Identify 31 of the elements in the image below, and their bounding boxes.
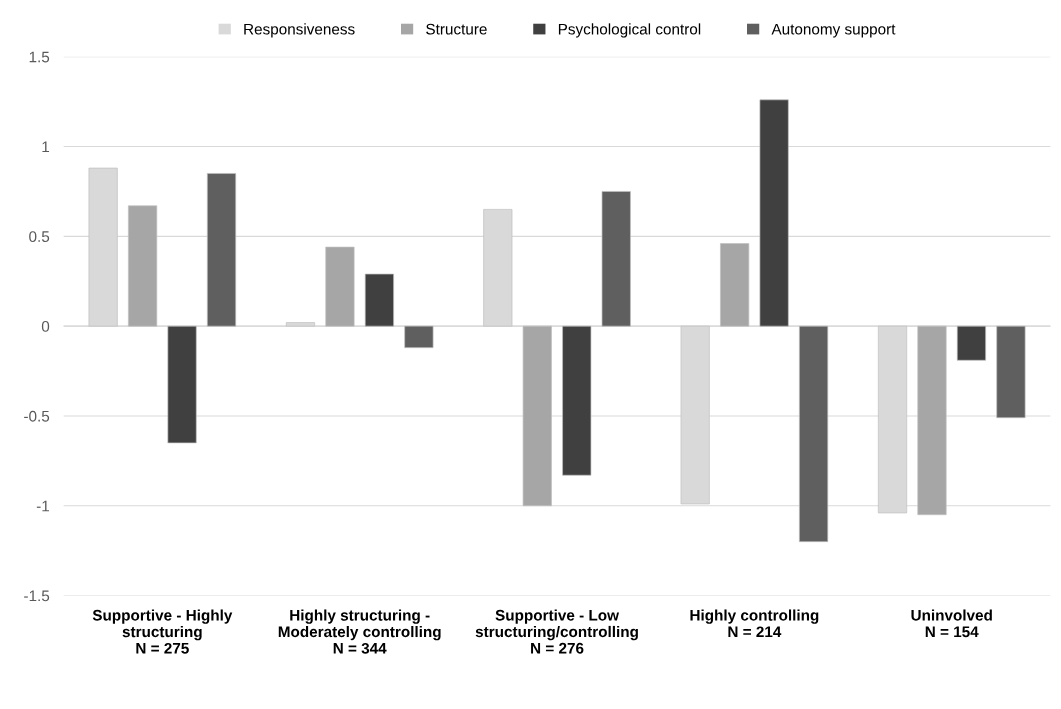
y-tick-label: -1.5 [24,590,50,602]
legend-label: Responsiveness [244,23,355,38]
bar [720,243,750,327]
y-tick-label: 1 [42,141,50,153]
x-tick-label: Supportive - Low structuring/controlling N = 276 [475,609,638,654]
y-tick-label: 1.5 [29,51,50,63]
y-tick-label: -1 [36,500,50,512]
x-tick-label: Supportive - Highly structuring N = 275 [92,609,233,654]
legend-label: Psychological control [558,23,701,38]
x-tick-label: Highly structuring - Moderately controlling N = 344 [278,609,441,654]
bar [996,325,1026,419]
bar [562,325,592,476]
x-tick-label: Highly controlling N = 214 [690,609,819,638]
legend-label: Autonomy support [771,23,896,38]
y-tick-label: -0.5 [24,410,50,422]
x-tick-label: Uninvolved N = 154 [911,609,992,638]
bar [956,325,987,361]
bar [364,273,394,327]
legend-label: Structure [426,23,487,35]
y-tick-label: 0 [41,321,50,332]
bar [799,325,829,543]
bar [167,325,197,444]
bar [128,205,158,327]
bar [522,325,552,507]
bar [917,325,947,516]
bar [601,191,631,327]
bar [206,173,237,327]
bar [759,99,789,327]
bar [404,325,434,349]
bar [325,246,355,327]
y-tick-label: 0.5 [29,231,50,243]
